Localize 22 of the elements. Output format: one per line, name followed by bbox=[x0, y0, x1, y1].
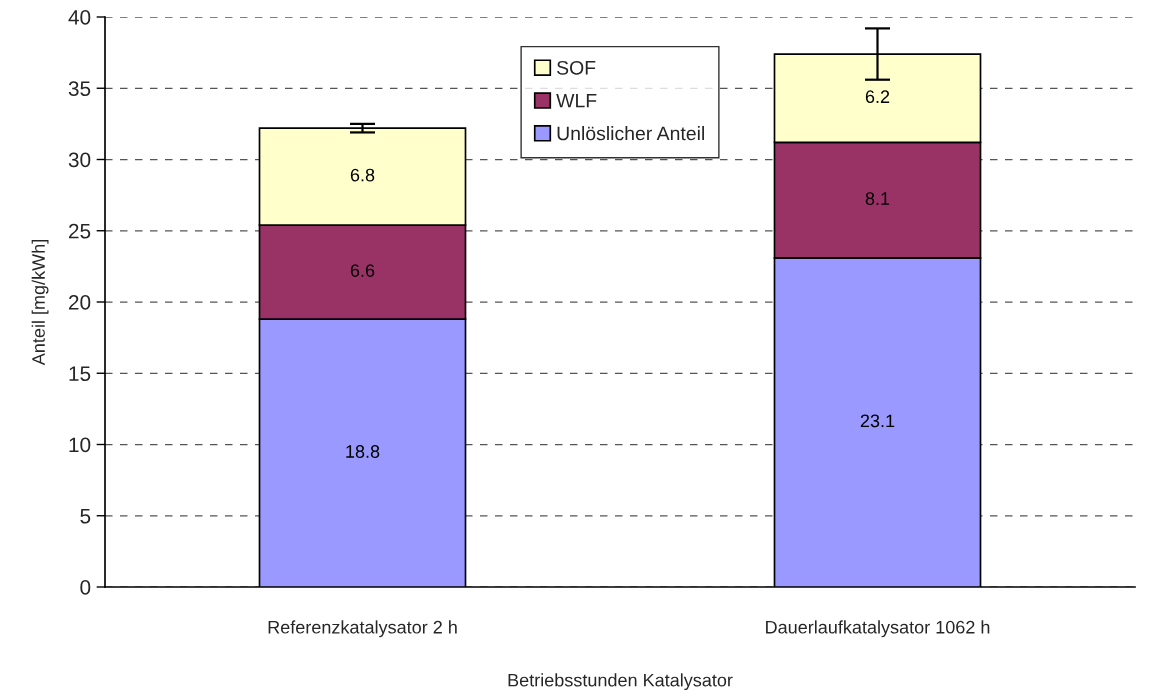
y-axis-title: Anteil [mg/kWh] bbox=[31, 240, 49, 366]
y-tick-label: 10 bbox=[69, 437, 91, 453]
x-tick-label: Referenzkatalysator 2 h bbox=[268, 620, 457, 638]
y-tick-label: 35 bbox=[68, 81, 91, 96]
y-tick-label: 15 bbox=[69, 366, 91, 381]
data-label: 8.1 bbox=[865, 192, 890, 205]
x-axis-title: Betriebsstunden Katalysator bbox=[508, 673, 733, 691]
x-tick-label: Dauerlaufkatalysator 1062 h bbox=[766, 620, 990, 638]
legend-label: SOF bbox=[557, 60, 596, 75]
legend-label: WLF bbox=[556, 93, 597, 108]
y-tick-label: 25 bbox=[68, 223, 91, 239]
data-label: 6.2 bbox=[865, 90, 890, 104]
data-label: 6.8 bbox=[350, 168, 375, 182]
data-label: 23.1 bbox=[860, 414, 895, 428]
data-label: 6.6 bbox=[350, 264, 375, 277]
y-tick-label: 20 bbox=[68, 295, 91, 310]
data-label: 18.8 bbox=[346, 445, 380, 458]
legend-label: Unlöslicher Anteil bbox=[557, 126, 704, 141]
y-tick-label: 0 bbox=[80, 580, 91, 595]
y-tick-label: 30 bbox=[68, 152, 91, 168]
y-tick-label: 5 bbox=[80, 508, 91, 524]
y-tick-label: 40 bbox=[68, 10, 91, 25]
